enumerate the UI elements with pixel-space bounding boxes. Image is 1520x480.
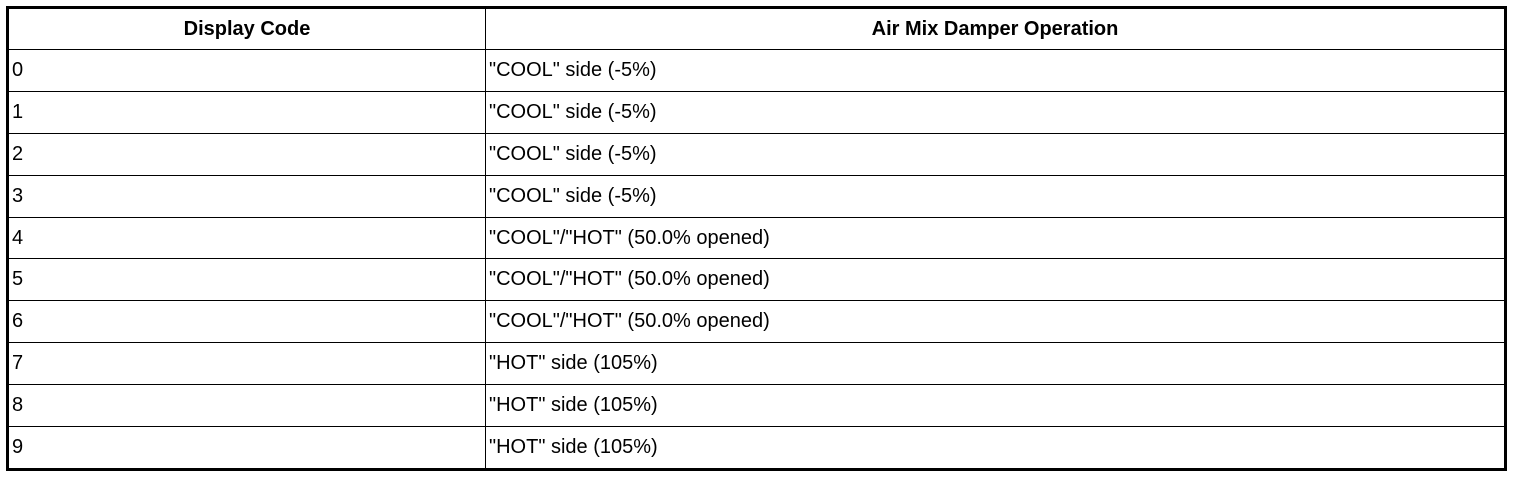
- damper-operation: "COOL"/"HOT" (50.0% opened): [485, 216, 1506, 260]
- display-code: 5: [7, 258, 486, 302]
- table-row: 0 "COOL" side (-5%): [7, 49, 1506, 92]
- damper-operation: "COOL" side (-5%): [485, 90, 1506, 134]
- header-cell: Air Mix Damper Operation: [485, 7, 1506, 50]
- damper-operation: "COOL"/"HOT" (50.0% opened): [485, 300, 1506, 344]
- damper-operation: "COOL" side (-5%): [485, 174, 1506, 218]
- display-code: 1: [7, 90, 486, 134]
- header-cell: Display Code: [7, 7, 486, 50]
- display-code: 0: [7, 49, 486, 92]
- display-code: 2: [7, 132, 486, 176]
- table-body: 0 "COOL" side (-5%) 1 "COOL" side (-5%) 2 "CO…: [7, 49, 1506, 470]
- table-row: 2 "COOL" side (-5%): [7, 132, 1506, 176]
- table-row: 7 "HOT" side (105%): [7, 342, 1506, 386]
- damper-operation: "COOL"/"HOT" (50.0% opened): [485, 258, 1506, 302]
- display-code: 4: [7, 216, 486, 260]
- table-row: 5 "COOL"/"HOT" (50.0% opened): [7, 258, 1506, 302]
- display-code: 9: [7, 426, 486, 470]
- table-row: 8 "HOT" side (105%): [7, 384, 1506, 428]
- header-row: Display Code Air Mix Damper Operation: [7, 7, 1506, 50]
- display-code: 6: [7, 300, 486, 344]
- table-row: 1 "COOL" side (-5%): [7, 90, 1506, 134]
- damper-operation: "COOL" side (-5%): [485, 132, 1506, 176]
- damper-operation: "HOT" side (105%): [485, 384, 1506, 428]
- display-code: 3: [7, 174, 486, 218]
- table-row: 6 "COOL"/"HOT" (50.0% opened): [7, 300, 1506, 344]
- display-code: 7: [7, 342, 486, 386]
- table-row: 3 "COOL" side (-5%): [7, 174, 1506, 218]
- table-row: 4 "COOL"/"HOT" (50.0% opened): [7, 216, 1506, 260]
- display-code: 8: [7, 384, 486, 428]
- damper-operation: "HOT" side (105%): [485, 426, 1506, 470]
- damper-operation: "COOL" side (-5%): [485, 49, 1506, 92]
- damper-operation: "HOT" side (105%): [485, 342, 1506, 386]
- damper-table: Display Code Air Mix Damper Operation 0 "…: [6, 6, 1507, 471]
- table-row: 9 "HOT" side (105%): [7, 426, 1506, 470]
